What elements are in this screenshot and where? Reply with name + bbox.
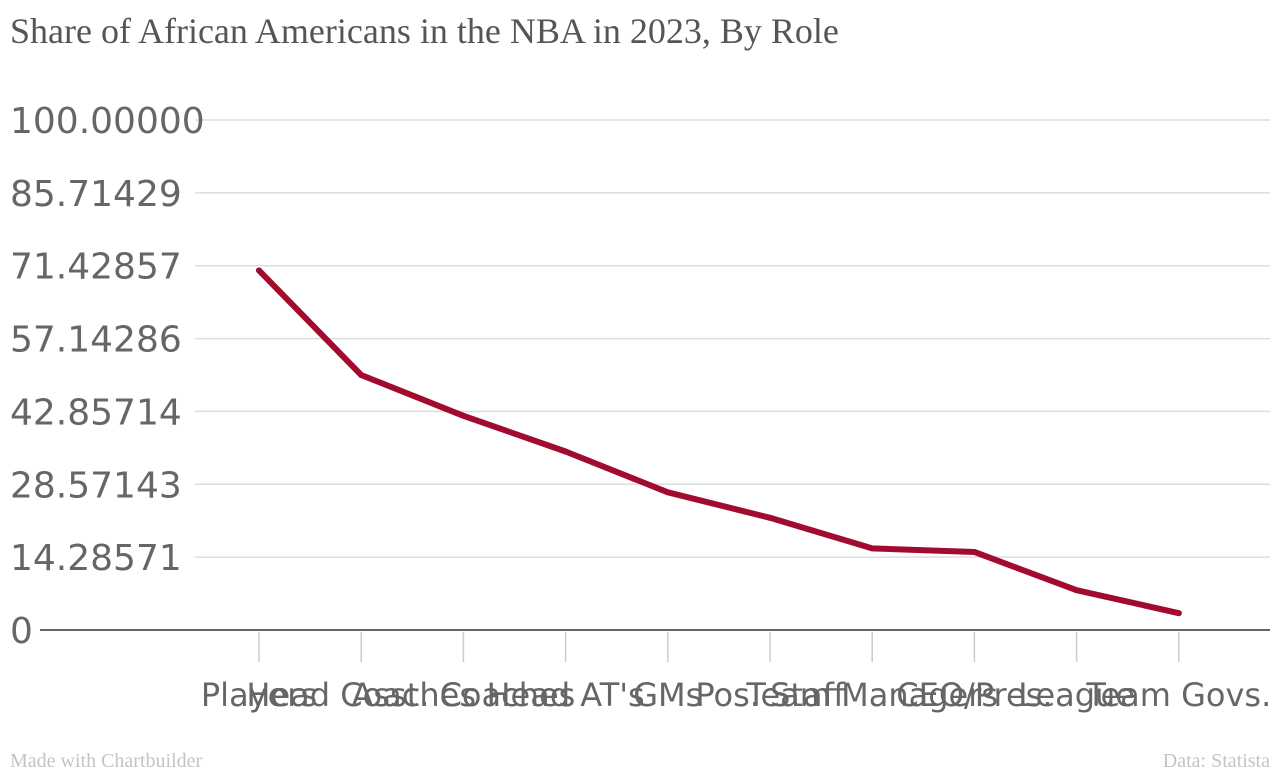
series-layer [256,267,1182,617]
series-line [256,267,1182,617]
data-point [664,489,671,496]
x-tick-label: Asst. Coaches [351,676,575,714]
x-tick-label: GMs [633,676,702,714]
x-tick-label: Team Govs. [1085,676,1271,714]
y-tick-label: 71.42857 [10,247,182,288]
data-point [460,412,467,419]
data-point [1175,610,1182,617]
y-tick-label: 57.14286 [10,320,182,361]
y-axis-ticks: 0 14.28571 28.57143 42.85714 57.14286 71.4285… [10,101,205,652]
data-point [971,548,978,555]
x-tick-label: Head AT's [486,676,644,714]
data-point [358,372,365,378]
data-point [256,267,262,274]
x-tick-label: Team Managers [745,676,998,714]
x-tick-label: Head Coaches [246,676,476,714]
y-tick-label: 42.85714 [10,392,182,433]
x-tick-label: Players [201,676,317,714]
data-point [767,514,773,521]
y-tick-label: 0 [10,611,33,652]
x-tick-label: CEO/Pres. [896,676,1052,714]
data-point [869,545,876,552]
y-tick-label: 14.28571 [10,538,182,579]
made-with-credit: Made with Chartbuilder [10,750,203,772]
y-tick-label: 100.00000 [10,101,205,142]
data-point [562,448,569,455]
data-source: Data: Statista [1162,750,1270,772]
y-tick-label: 28.57143 [10,465,182,506]
x-tick-label: League [1018,676,1135,714]
x-tick-label: Pos. Staff [695,676,845,714]
grid-lines [40,119,1270,631]
data-point [1073,587,1080,594]
chart-title: Share of African Americans in the NBA in… [10,11,839,51]
y-tick-label: 85.71429 [10,174,182,215]
